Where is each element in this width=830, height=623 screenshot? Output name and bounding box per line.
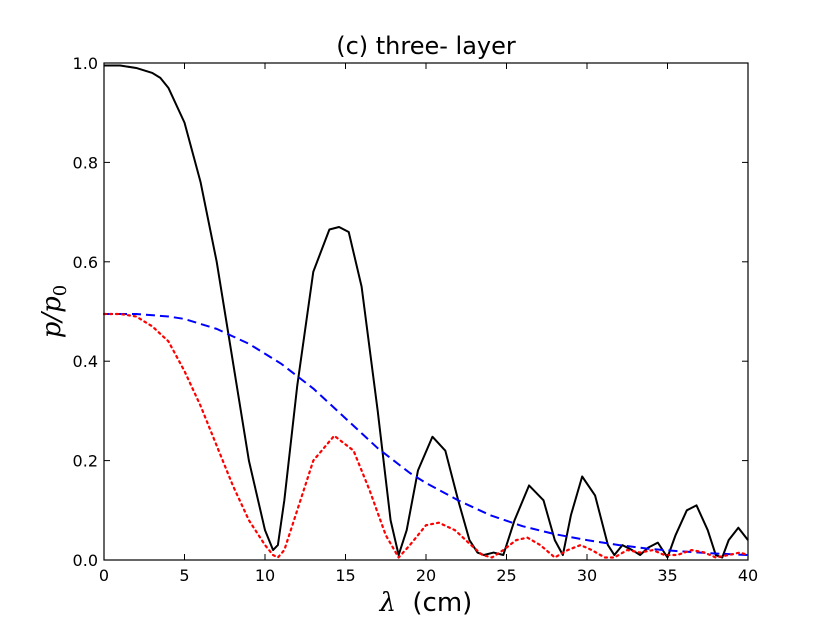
series-solid-line <box>104 64 749 559</box>
x-tick-label: 10 <box>255 566 275 585</box>
x-tick-label: 35 <box>657 566 677 585</box>
y-tick-label: 0.6 <box>73 253 98 272</box>
x-axis-ticks: 0 5 10 15 20 25 30 35 40 <box>99 63 758 585</box>
chart-title: (c) three- layer <box>336 32 516 60</box>
y-axis-label-sub: 0 <box>50 285 71 296</box>
x-tick-label: 15 <box>335 566 355 585</box>
x-tick-label: 0 <box>99 566 109 585</box>
y-axis-label: p/p0 <box>37 285 71 339</box>
x-axis-label-unit: (cm) <box>412 588 472 618</box>
x-tick-label: 5 <box>179 566 189 585</box>
y-tick-label: 0.4 <box>73 352 98 371</box>
x-axis-label-symbol: λ <box>379 588 396 618</box>
x-axis-label: λ (cm) <box>379 588 473 618</box>
y-tick-label: 0.8 <box>73 153 98 172</box>
y-axis-label-main: p/p <box>37 296 67 338</box>
series-dotted-line <box>102 312 750 559</box>
y-tick-label: 0.2 <box>73 452 98 471</box>
series-dashed-line <box>104 312 749 557</box>
x-tick-label: 40 <box>738 566 758 585</box>
x-tick-label: 20 <box>416 566 436 585</box>
plot-lines <box>102 64 750 559</box>
x-tick-label: 30 <box>577 566 597 585</box>
y-tick-label: 1.0 <box>73 54 98 73</box>
y-tick-label: 0.0 <box>73 551 98 570</box>
x-tick-label: 25 <box>496 566 516 585</box>
y-axis-ticks: 0.0 0.2 0.4 0.6 0.8 1.0 <box>73 54 748 570</box>
